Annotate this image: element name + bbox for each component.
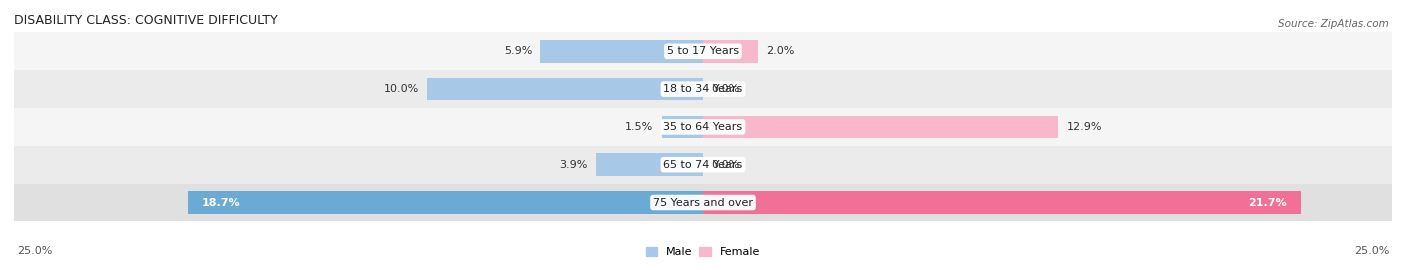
Bar xyxy=(14,32,1392,70)
Text: 3.9%: 3.9% xyxy=(558,160,588,170)
Bar xyxy=(703,40,758,63)
Legend: Male, Female: Male, Female xyxy=(647,247,759,257)
Bar xyxy=(596,153,703,176)
Text: 21.7%: 21.7% xyxy=(1249,197,1288,208)
Bar xyxy=(427,78,703,100)
Text: 0.0%: 0.0% xyxy=(711,84,740,94)
Text: 12.9%: 12.9% xyxy=(1067,122,1102,132)
Text: 35 to 64 Years: 35 to 64 Years xyxy=(664,122,742,132)
Text: 18 to 34 Years: 18 to 34 Years xyxy=(664,84,742,94)
Text: 1.5%: 1.5% xyxy=(626,122,654,132)
Bar xyxy=(14,184,1392,221)
Text: 25.0%: 25.0% xyxy=(17,247,52,256)
Text: 5 to 17 Years: 5 to 17 Years xyxy=(666,46,740,56)
Text: 18.7%: 18.7% xyxy=(201,197,240,208)
Bar xyxy=(662,116,703,138)
Text: 5.9%: 5.9% xyxy=(503,46,531,56)
Bar xyxy=(703,191,1301,214)
Bar xyxy=(14,108,1392,146)
Bar xyxy=(187,191,703,214)
Text: 25.0%: 25.0% xyxy=(1354,247,1389,256)
Text: 10.0%: 10.0% xyxy=(384,84,419,94)
Bar xyxy=(14,146,1392,184)
Text: 65 to 74 Years: 65 to 74 Years xyxy=(664,160,742,170)
Text: 2.0%: 2.0% xyxy=(766,46,794,56)
Text: DISABILITY CLASS: COGNITIVE DIFFICULTY: DISABILITY CLASS: COGNITIVE DIFFICULTY xyxy=(14,14,278,27)
Text: 75 Years and over: 75 Years and over xyxy=(652,197,754,208)
Text: Source: ZipAtlas.com: Source: ZipAtlas.com xyxy=(1278,19,1389,29)
Bar xyxy=(540,40,703,63)
Bar xyxy=(703,116,1059,138)
Bar xyxy=(14,70,1392,108)
Text: 0.0%: 0.0% xyxy=(711,160,740,170)
